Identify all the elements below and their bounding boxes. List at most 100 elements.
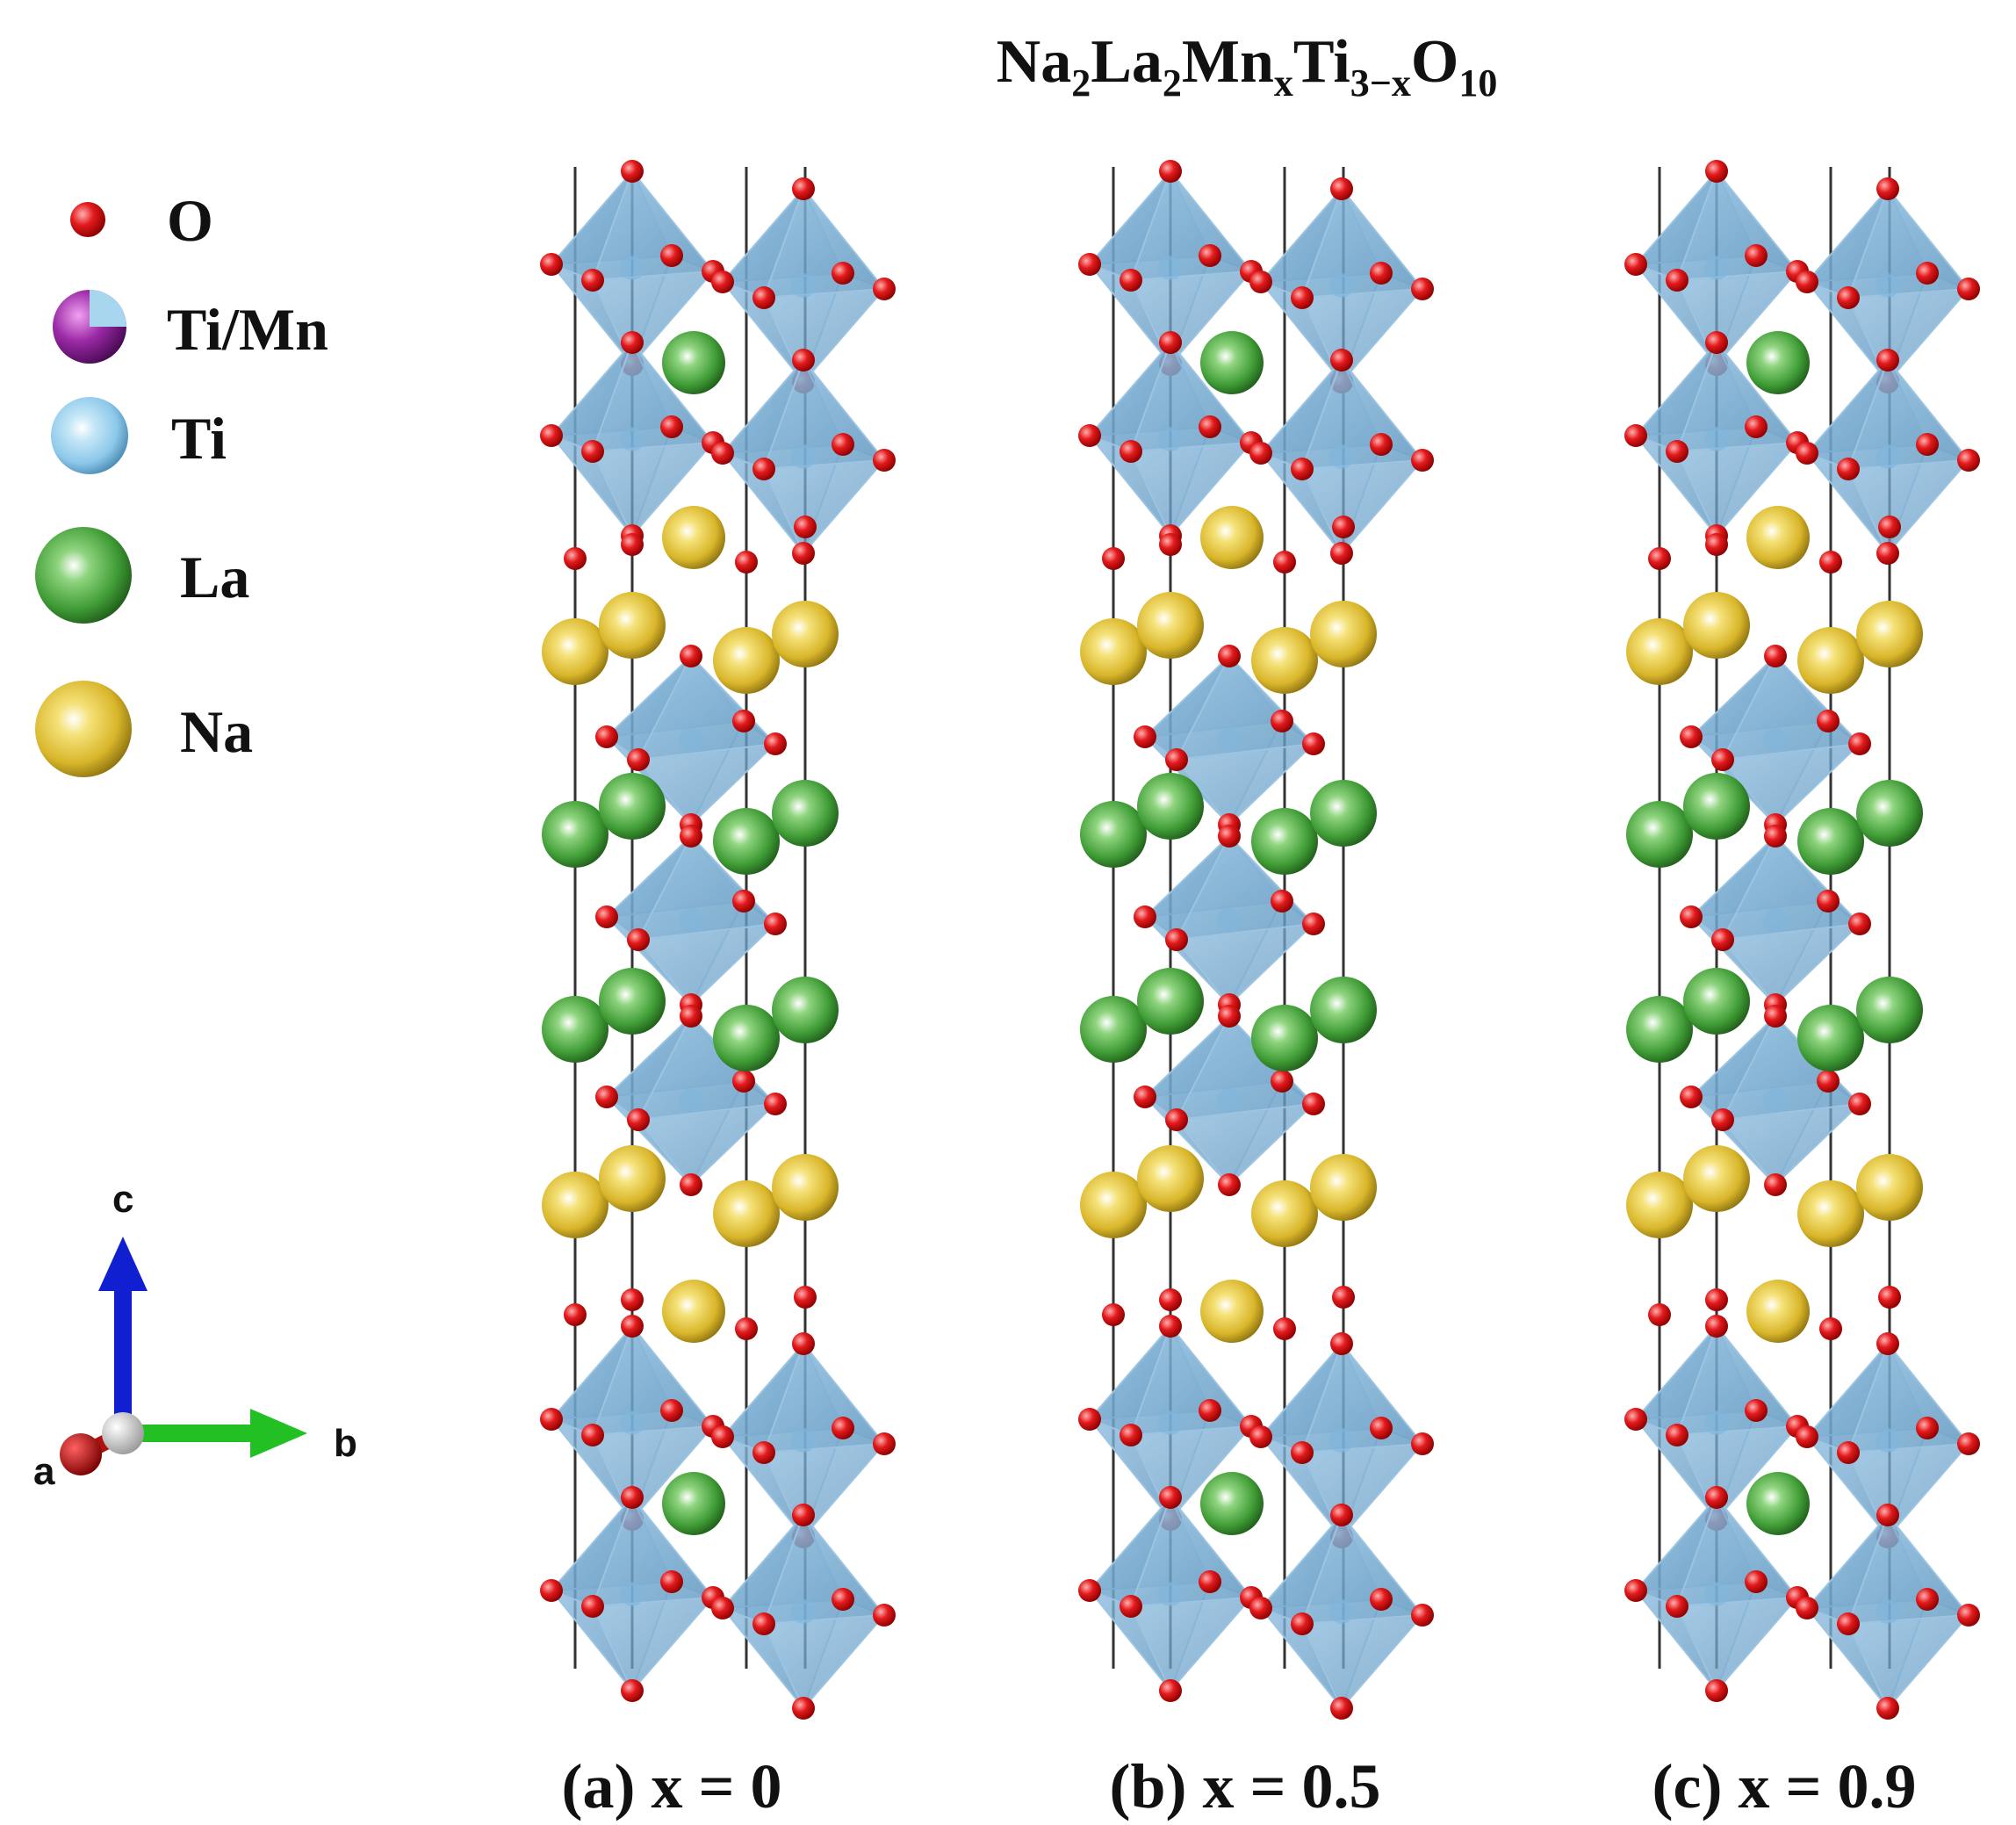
oxygen-atom xyxy=(581,1424,604,1446)
octahedron-face xyxy=(637,922,778,1006)
oxygen-atom xyxy=(1134,1086,1156,1108)
oxygen-atom xyxy=(1916,433,1939,456)
oxygen-atom xyxy=(1249,271,1272,293)
sodium-atom xyxy=(772,601,839,667)
oxygen-atom xyxy=(1271,890,1293,912)
oxygen-atom xyxy=(1876,1332,1899,1355)
oxygen-atom xyxy=(1764,1173,1787,1196)
oxygen-atom xyxy=(1876,177,1899,200)
ti-octahedron xyxy=(711,177,896,393)
oxygen-atom xyxy=(711,1425,734,1448)
ti-octahedron xyxy=(1796,177,1980,393)
oxygen-atom xyxy=(1291,1612,1314,1635)
ti-atom xyxy=(1704,427,1729,451)
oxygen-atom xyxy=(764,912,787,935)
sodium-atom xyxy=(1310,1154,1377,1221)
ti-octahedron xyxy=(1134,825,1325,1016)
oxygen-atom xyxy=(1120,269,1142,292)
lanthanum-atom xyxy=(1310,780,1377,847)
oxygen-atom xyxy=(680,645,702,667)
oxygen-atom xyxy=(564,1303,587,1326)
oxygen-atom xyxy=(832,1417,854,1439)
axis-c-label: c xyxy=(112,1178,133,1221)
oxygen-atom xyxy=(627,928,650,951)
ti-atom xyxy=(1876,1599,1900,1624)
oxygen-atom xyxy=(1273,1317,1296,1340)
caption-panel-a: (a) x = 0 xyxy=(562,1751,782,1821)
oxygen-atom xyxy=(1078,253,1101,276)
sodium-atom xyxy=(1251,1180,1318,1247)
oxygen-atom xyxy=(1199,1399,1221,1422)
octahedron-face xyxy=(1847,287,1971,384)
ti-atom xyxy=(1158,256,1183,280)
ti-atom xyxy=(1329,1599,1354,1624)
oxygen-atom xyxy=(1249,442,1272,465)
oxygen-atom xyxy=(1711,748,1734,771)
oxygen-atom xyxy=(1705,160,1728,183)
axis-b-arrowhead-icon xyxy=(250,1409,307,1458)
oxygen-atom xyxy=(1102,547,1125,570)
lanthanum-atom xyxy=(1200,1472,1264,1535)
axis-compass: c b a xyxy=(33,1178,357,1493)
oxygen-atom xyxy=(764,1093,787,1115)
oxygen-atom xyxy=(1705,331,1728,354)
oxygen-atom xyxy=(752,286,775,309)
oxygen-atom xyxy=(735,1317,758,1340)
oxygen-atom xyxy=(873,449,896,472)
octahedron-face xyxy=(1300,1613,1425,1710)
octahedron-face xyxy=(762,287,887,384)
title-mn-sub: x xyxy=(1274,61,1293,105)
lanthanum-atom xyxy=(1251,1005,1318,1071)
oxygen-atom xyxy=(1302,732,1325,755)
title-la-sub: 2 xyxy=(1163,61,1182,105)
oxygen-atom xyxy=(1957,1604,1980,1627)
oxygen-atom xyxy=(1796,271,1818,293)
oxygen-atom xyxy=(1120,440,1142,463)
oxygen-atom xyxy=(1624,1408,1647,1431)
oxygen-atom xyxy=(581,440,604,463)
sodium-atom xyxy=(1137,1145,1204,1212)
octahedron-face xyxy=(1175,1102,1316,1187)
sodium-atom xyxy=(542,1172,608,1238)
lanthanum-atom xyxy=(1797,1005,1864,1071)
oxygen-atom xyxy=(1666,1424,1688,1446)
oxygen-atom xyxy=(1218,1173,1241,1196)
oxygen-atom xyxy=(621,1486,644,1509)
oxygen-atom xyxy=(1817,890,1840,912)
ti-octahedron xyxy=(1796,349,1980,565)
oxygen-atom xyxy=(1330,1697,1353,1720)
ti-atom xyxy=(1876,1428,1900,1453)
oxygen-atom xyxy=(1837,458,1860,480)
oxygen-atom xyxy=(1134,905,1156,928)
oxygen-atom xyxy=(595,725,618,748)
lanthanum-atom xyxy=(1746,1472,1810,1535)
oxygen-atom xyxy=(792,542,815,565)
oxygen-atom xyxy=(595,1086,618,1108)
sodium-atom xyxy=(713,627,780,694)
ti-octahedron xyxy=(1078,331,1263,547)
sodium-atom xyxy=(662,506,725,569)
lanthanum-atom xyxy=(1797,808,1864,875)
ti-octahedron xyxy=(1134,645,1325,836)
oxygen-atom xyxy=(1878,1286,1901,1309)
lanthanum-atom xyxy=(713,1005,780,1071)
oxygen-atom xyxy=(873,1432,896,1455)
oxygen-atom xyxy=(1764,1005,1787,1028)
sodium-atom xyxy=(542,618,608,685)
legend-label-o: O xyxy=(167,187,213,254)
oxygen-atom xyxy=(1411,278,1434,300)
oxygen-atom xyxy=(1624,253,1647,276)
lanthanum-atom xyxy=(542,801,608,868)
lanthanum-atom xyxy=(662,331,725,394)
oxygen-atom xyxy=(1078,1579,1101,1602)
ti-octahedron xyxy=(1078,160,1263,376)
sodium-atom xyxy=(1080,618,1147,685)
octahedron-face xyxy=(1675,441,1800,537)
lanthanum-atom xyxy=(1200,331,1264,394)
oxygen-atom xyxy=(1837,286,1860,309)
oxygen-atom xyxy=(621,1288,644,1311)
oxygen-atom xyxy=(1705,1679,1728,1702)
oxygen-atom xyxy=(540,1579,563,1602)
sodium-atom xyxy=(1746,1280,1810,1343)
oxygen-atom xyxy=(1624,1579,1647,1602)
